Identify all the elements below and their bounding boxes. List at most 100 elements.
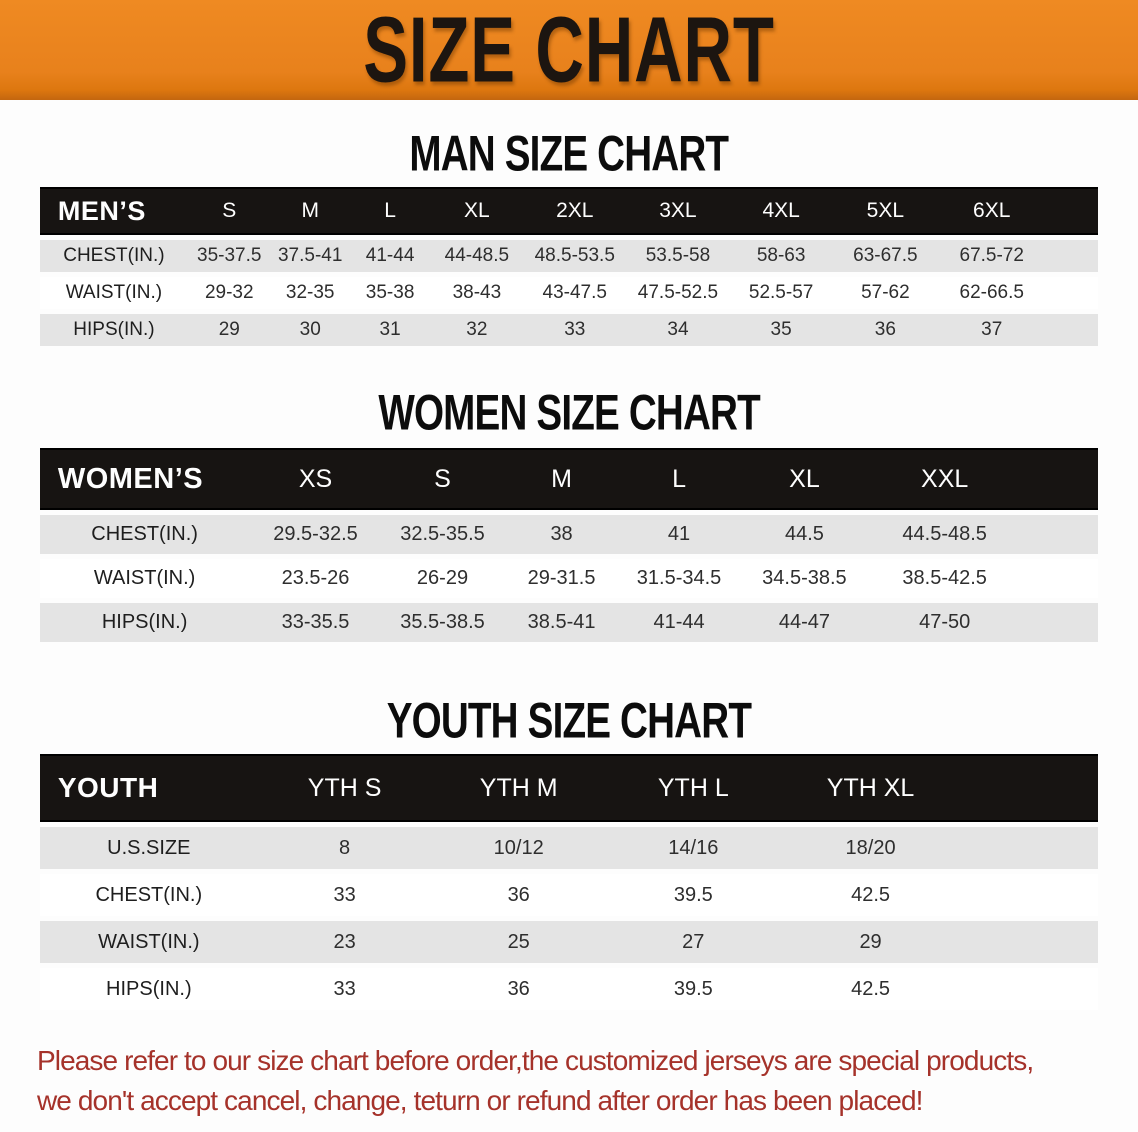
filler-cell xyxy=(1045,314,1099,346)
banner-title: SIZE CHART xyxy=(363,0,775,102)
table-cell: 44.5-48.5 xyxy=(870,515,1019,554)
table-cell: 62-66.5 xyxy=(938,277,1046,309)
column-header: 3XL xyxy=(626,187,730,235)
row-label: WAIST(IN.) xyxy=(39,277,188,309)
table-cell: 36 xyxy=(431,874,606,916)
table-cell: 37.5-41 xyxy=(270,240,350,272)
table-cell: 32.5-35.5 xyxy=(381,515,504,554)
table-cell: 63-67.5 xyxy=(832,240,939,272)
table-cell: 44.5 xyxy=(738,515,871,554)
men-section-heading: MAN SIZE CHART xyxy=(0,100,1138,182)
table-cell: 10/12 xyxy=(431,827,606,869)
women-size-table: WOMEN’S XS S M L XL XXL CHEST(IN.) 29.5-… xyxy=(39,443,1099,647)
table-row: HIPS(IN.) 33 36 39.5 42.5 xyxy=(39,968,1099,1010)
table-cell: 34.5-38.5 xyxy=(738,559,871,598)
table-cell: 38.5-41 xyxy=(503,603,620,642)
column-header: YTH S xyxy=(257,754,432,822)
column-header: L xyxy=(619,448,739,510)
youth-header-row: YOUTH YTH S YTH M YTH L YTH XL xyxy=(39,754,1099,822)
table-cell: 31.5-34.5 xyxy=(619,559,739,598)
filler-cell xyxy=(960,754,1099,822)
youth-corner-label: YOUTH xyxy=(39,754,258,822)
table-cell: 35-37.5 xyxy=(187,240,271,272)
table-cell: 18/20 xyxy=(780,827,961,869)
table-cell: 33 xyxy=(523,314,627,346)
table-cell: 32-35 xyxy=(270,277,350,309)
column-header: XS xyxy=(249,448,382,510)
men-section-heading-text: MAN SIZE CHART xyxy=(409,124,730,182)
women-header-row: WOMEN’S XS S M L XL XXL xyxy=(39,448,1099,510)
table-cell: 35 xyxy=(729,314,833,346)
table-cell: 53.5-58 xyxy=(626,240,730,272)
column-header: S xyxy=(187,187,271,235)
table-cell: 34 xyxy=(626,314,730,346)
row-label: CHEST(IN.) xyxy=(39,515,250,554)
men-header-row: MEN’S S M L XL 2XL 3XL 4XL 5XL 6XL xyxy=(39,187,1099,235)
table-cell: 23.5-26 xyxy=(249,559,382,598)
row-label: CHEST(IN.) xyxy=(39,874,258,916)
column-header: XL xyxy=(430,187,524,235)
table-cell: 27 xyxy=(606,921,781,963)
table-cell: 47.5-52.5 xyxy=(626,277,730,309)
youth-section-heading: YOUTH SIZE CHART xyxy=(0,647,1138,749)
table-row: HIPS(IN.) 29 30 31 32 33 34 35 36 37 xyxy=(39,314,1099,346)
column-header: XXL xyxy=(870,448,1019,510)
table-cell: 26-29 xyxy=(381,559,504,598)
table-cell: 44-47 xyxy=(738,603,871,642)
women-section-heading: WOMEN SIZE CHART xyxy=(0,351,1138,443)
youth-size-table: YOUTH YTH S YTH M YTH L YTH XL U.S.SIZE … xyxy=(39,749,1099,1015)
youth-section-heading-text: YOUTH SIZE CHART xyxy=(386,691,752,749)
table-cell: 41-44 xyxy=(349,240,431,272)
table-cell: 37 xyxy=(938,314,1046,346)
column-header: YTH XL xyxy=(780,754,961,822)
table-cell: 33 xyxy=(257,968,432,1010)
women-section-heading-text: WOMEN SIZE CHART xyxy=(378,383,760,441)
filler-cell xyxy=(1018,448,1099,510)
table-row: CHEST(IN.) 29.5-32.5 32.5-35.5 38 41 44.… xyxy=(39,515,1099,554)
table-cell: 43-47.5 xyxy=(523,277,627,309)
column-header: YTH M xyxy=(431,754,606,822)
column-header: 2XL xyxy=(523,187,627,235)
row-label: WAIST(IN.) xyxy=(39,559,250,598)
filler-cell xyxy=(1018,603,1099,642)
column-header: 6XL xyxy=(938,187,1046,235)
table-cell: 38 xyxy=(503,515,620,554)
disclaimer-line-2: we don't accept cancel, change, teturn o… xyxy=(36,1084,923,1116)
column-header: 5XL xyxy=(832,187,939,235)
table-row: WAIST(IN.) 29-32 32-35 35-38 38-43 43-47… xyxy=(39,277,1099,309)
table-row: WAIST(IN.) 23.5-26 26-29 29-31.5 31.5-34… xyxy=(39,559,1099,598)
table-cell: 35-38 xyxy=(349,277,431,309)
filler-cell xyxy=(960,921,1099,963)
table-cell: 36 xyxy=(832,314,939,346)
table-row: CHEST(IN.) 33 36 39.5 42.5 xyxy=(39,874,1099,916)
table-cell: 23 xyxy=(257,921,432,963)
table-cell: 29-32 xyxy=(187,277,271,309)
table-cell: 29.5-32.5 xyxy=(249,515,382,554)
row-label: HIPS(IN.) xyxy=(39,603,250,642)
filler-cell xyxy=(1045,240,1099,272)
table-cell: 39.5 xyxy=(606,968,781,1010)
filler-cell xyxy=(960,968,1099,1010)
men-corner-label: MEN’S xyxy=(39,187,188,235)
table-cell: 41 xyxy=(619,515,739,554)
size-chart-banner: SIZE CHART xyxy=(0,0,1138,102)
table-cell: 33-35.5 xyxy=(249,603,382,642)
men-size-table: MEN’S S M L XL 2XL 3XL 4XL 5XL 6XL CHEST… xyxy=(39,182,1099,351)
women-corner-label: WOMEN’S xyxy=(39,448,250,510)
disclaimer-line-1: Please refer to our size chart before or… xyxy=(36,1045,1034,1076)
column-header: M xyxy=(503,448,620,510)
column-header: YTH L xyxy=(606,754,781,822)
row-label: HIPS(IN.) xyxy=(39,968,258,1010)
table-cell: 29 xyxy=(187,314,271,346)
row-label: U.S.SIZE xyxy=(39,827,258,869)
table-cell: 30 xyxy=(270,314,350,346)
filler-cell xyxy=(1018,559,1099,598)
table-cell: 8 xyxy=(257,827,432,869)
table-cell: 32 xyxy=(430,314,524,346)
table-cell: 47-50 xyxy=(870,603,1019,642)
column-header: L xyxy=(349,187,431,235)
table-cell: 52.5-57 xyxy=(729,277,833,309)
table-cell: 31 xyxy=(349,314,431,346)
column-header: XL xyxy=(738,448,871,510)
column-header: M xyxy=(270,187,350,235)
